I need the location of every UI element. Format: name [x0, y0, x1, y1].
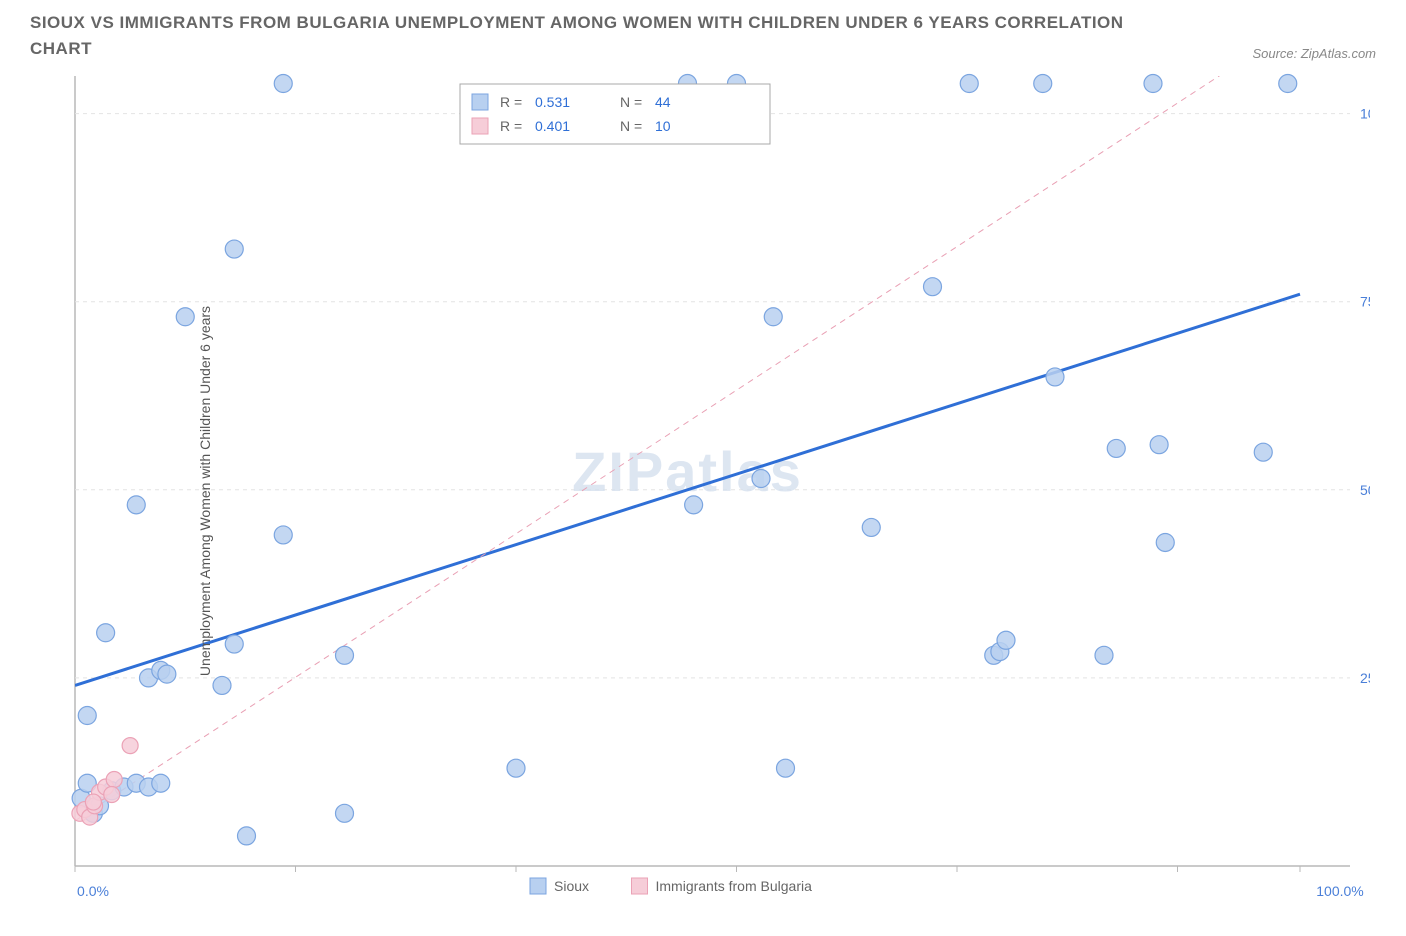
svg-text:44: 44: [655, 94, 671, 110]
svg-text:10: 10: [655, 118, 671, 134]
scatter-chart: 25.0% 50.0% 75.0% 100.0% 0.0% 100.0% ZIPatlas R…: [30, 66, 1370, 916]
svg-text:R =: R =: [500, 118, 522, 134]
svg-text:Immigrants from Bulgaria: Immigrants from Bulgaria: [656, 878, 813, 894]
svg-text:50.0%: 50.0%: [1360, 482, 1370, 498]
svg-text:100.0%: 100.0%: [1316, 883, 1363, 899]
svg-text:75.0%: 75.0%: [1360, 294, 1370, 310]
svg-text:0.531: 0.531: [535, 94, 570, 110]
chart-container: Unemployment Among Women with Children U…: [30, 66, 1376, 916]
svg-text:ZIPatlas: ZIPatlas: [572, 440, 803, 503]
source-attribution: Source: ZipAtlas.com: [1252, 46, 1376, 61]
svg-text:Sioux: Sioux: [554, 878, 589, 894]
svg-text:N =: N =: [620, 94, 642, 110]
svg-text:100.0%: 100.0%: [1360, 106, 1370, 122]
svg-text:R =: R =: [500, 94, 522, 110]
svg-text:25.0%: 25.0%: [1360, 670, 1370, 686]
chart-title: SIOUX VS IMMIGRANTS FROM BULGARIA UNEMPL…: [30, 10, 1130, 61]
svg-text:0.0%: 0.0%: [77, 883, 109, 899]
y-axis-label: Unemployment Among Women with Children U…: [197, 306, 213, 676]
svg-text:N =: N =: [620, 118, 642, 134]
svg-text:0.401: 0.401: [535, 118, 570, 134]
